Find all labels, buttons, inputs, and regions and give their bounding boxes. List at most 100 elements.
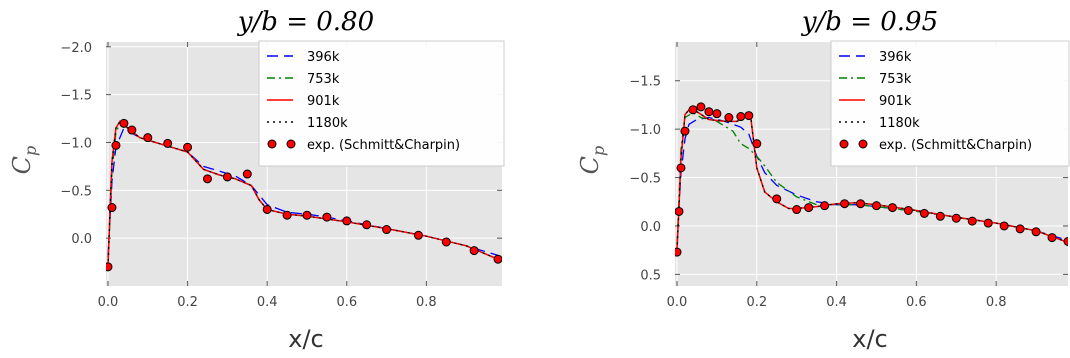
- data-point: [183, 142, 193, 152]
- data-point: [242, 169, 252, 179]
- legend-label: 753k: [879, 72, 912, 87]
- data-point: [362, 220, 372, 230]
- legend-box: [830, 40, 1070, 167]
- chart-title: y/b = 0.80: [237, 7, 374, 37]
- data-point: [382, 225, 392, 235]
- y-tick-label: −1.5: [629, 75, 661, 90]
- data-point: [935, 211, 945, 221]
- data-point: [752, 139, 762, 149]
- data-point: [441, 237, 451, 247]
- y-tick-label: 0.5: [640, 268, 661, 283]
- data-point: [1015, 224, 1025, 234]
- y-tick-label: −2.0: [60, 41, 92, 56]
- x-tick-label: 0.2: [177, 295, 198, 310]
- data-point: [302, 210, 312, 220]
- data-point: [804, 203, 814, 213]
- y-tick-label: −1.0: [60, 136, 92, 151]
- legend-marker: [858, 139, 868, 149]
- chart-panel-2: 0.0 0.2 0.4 0.6 0.8 −1.5 −1.0 −0.5 0.0 0.5 y/b = 0…: [576, 7, 1070, 353]
- y-axis-label: Cp: [8, 146, 40, 175]
- series-group: [675, 102, 1068, 257]
- y-tick-label: −1.5: [60, 89, 92, 104]
- data-point: [871, 201, 881, 211]
- data-point: [696, 102, 706, 112]
- data-point: [1047, 233, 1057, 243]
- series-group: [106, 118, 502, 272]
- legend-box: [258, 40, 505, 167]
- series-line-396k: [676, 116, 1068, 246]
- data-point: [680, 126, 690, 136]
- data-point: [106, 262, 113, 272]
- legend-label: 1180k: [307, 116, 348, 131]
- x-axis-label: x/c: [852, 325, 887, 353]
- y-tick-label: −1.0: [629, 123, 661, 138]
- data-point: [282, 210, 292, 220]
- data-point: [840, 199, 850, 209]
- data-point: [724, 113, 734, 123]
- data-point: [704, 107, 714, 117]
- data-point: [222, 172, 232, 182]
- data-point: [111, 140, 121, 150]
- x-tick-label: 0.2: [746, 295, 767, 310]
- data-point: [1031, 227, 1041, 237]
- data-point: [493, 254, 502, 264]
- data-point: [903, 205, 913, 215]
- y-tick-label: 0.0: [640, 220, 661, 235]
- data-point: [1063, 236, 1068, 246]
- data-point: [967, 216, 977, 226]
- data-point: [983, 218, 993, 228]
- data-point: [163, 138, 173, 148]
- series-line-1180k: [676, 109, 1068, 251]
- legend-marker: [286, 139, 296, 149]
- legend-label: 1180k: [879, 116, 920, 131]
- data-point: [262, 204, 272, 214]
- legend-label: exp. (Schmitt&Charpin): [307, 138, 460, 153]
- x-tick-label: 0.0: [98, 295, 119, 310]
- x-tick-label: 0.0: [667, 295, 688, 310]
- data-point: [951, 213, 961, 223]
- data-point: [820, 201, 830, 211]
- legend: 396k 753k 901k 1180k exp. (Schmitt&Charpin): [258, 40, 505, 167]
- data-point: [744, 111, 754, 121]
- legend-label: 396k: [879, 50, 912, 65]
- data-point: [469, 246, 479, 256]
- data-point: [999, 221, 1009, 231]
- x-tick-label: 0.8: [416, 295, 437, 310]
- data-point: [856, 199, 866, 209]
- data-point: [887, 203, 897, 213]
- data-point: [688, 105, 698, 115]
- data-point: [736, 112, 746, 122]
- data-point: [676, 163, 686, 173]
- legend-label: 396k: [307, 50, 340, 65]
- data-point: [143, 133, 153, 143]
- x-tick-label: 0.6: [336, 295, 357, 310]
- data-point: [919, 208, 929, 218]
- y-tick-label: −0.5: [60, 184, 92, 199]
- legend-label: 753k: [307, 72, 340, 87]
- data-point: [675, 206, 684, 216]
- legend-marker: [839, 139, 849, 149]
- data-point: [712, 109, 722, 119]
- x-tick-label: 0.4: [826, 295, 847, 310]
- x-tick-label: 0.6: [906, 295, 927, 310]
- legend-label: exp. (Schmitt&Charpin): [879, 138, 1032, 153]
- data-point: [322, 212, 332, 222]
- legend: 396k 753k 901k 1180k exp. (Schmitt&Charpin): [830, 40, 1070, 167]
- chart-title: y/b = 0.95: [801, 7, 938, 37]
- x-tick-label: 0.4: [257, 295, 278, 310]
- x-tick-label: 0.8: [986, 295, 1007, 310]
- y-tick-label: −0.5: [629, 172, 661, 187]
- data-point: [772, 194, 782, 204]
- data-point: [675, 247, 682, 257]
- data-point: [119, 118, 129, 128]
- legend-marker: [267, 139, 277, 149]
- legend-label: 901k: [307, 94, 340, 109]
- data-point: [202, 174, 212, 184]
- data-point: [127, 125, 137, 135]
- data-point: [107, 203, 117, 213]
- y-axis-label: Cp: [576, 146, 608, 175]
- data-point: [342, 216, 352, 226]
- y-tick-label: 0.0: [71, 232, 92, 247]
- legend-label: 901k: [879, 94, 912, 109]
